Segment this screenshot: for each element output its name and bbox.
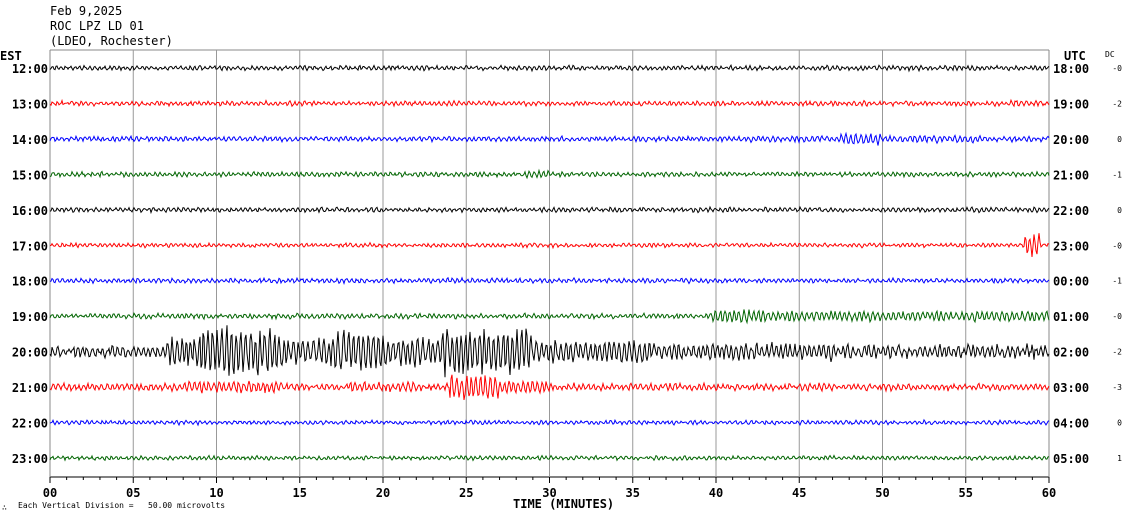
trace-1800 <box>49 276 1050 285</box>
trace-1900 <box>49 309 1050 325</box>
est-time-label: 14:00 <box>12 133 48 147</box>
utc-time-label: 19:00 <box>1053 97 1089 111</box>
dc-offset-value: -0 <box>1112 312 1122 321</box>
dc-offset-value: -3 <box>1112 383 1122 392</box>
x-tick-label: 35 <box>626 486 640 500</box>
dc-offset-value: -1 <box>1112 277 1122 286</box>
x-axis-title: TIME (MINUTES) <box>513 497 614 511</box>
est-time-label: 18:00 <box>12 275 48 289</box>
utc-time-label: 00:00 <box>1053 275 1089 289</box>
x-tick-label: 10 <box>209 486 223 500</box>
station-label: ROC LPZ LD 01 <box>50 19 144 33</box>
dc-offset-value: -0 <box>1112 241 1122 250</box>
date-label: Feb 9,2025 <box>50 4 123 18</box>
est-axis-label: EST <box>0 49 22 63</box>
dc-offset-value: 1 <box>1117 454 1122 463</box>
dc-offset-value: -1 <box>1112 170 1122 179</box>
est-time-label: 16:00 <box>12 204 48 218</box>
network-label: (LDEO, Rochester) <box>50 34 173 48</box>
trace-1400 <box>49 131 1050 146</box>
utc-time-label: 01:00 <box>1053 310 1089 324</box>
est-time-label: 22:00 <box>12 417 48 431</box>
x-tick-label: 60 <box>1042 486 1056 500</box>
dc-offset-value: -0 <box>1112 64 1122 73</box>
trace-1700 <box>49 233 1050 258</box>
est-time-label: 23:00 <box>12 452 48 466</box>
utc-time-label: 23:00 <box>1053 239 1089 253</box>
est-time-label: 21:00 <box>12 381 48 395</box>
utc-time-label: 02:00 <box>1053 346 1089 360</box>
est-time-label: 20:00 <box>12 346 48 360</box>
trace-2300 <box>49 454 1050 462</box>
x-tick-label: 45 <box>792 486 806 500</box>
utc-time-label: 22:00 <box>1053 204 1089 218</box>
dc-offset-value: 0 <box>1117 135 1122 144</box>
utc-time-label: 05:00 <box>1053 452 1089 466</box>
dc-offset-value: 0 <box>1117 206 1122 215</box>
scale-note: Each Vertical Division = 50.00 microvolt… <box>18 501 225 510</box>
x-tick-label: 15 <box>293 486 307 500</box>
utc-axis-label: UTC <box>1064 49 1086 63</box>
est-time-label: 12:00 <box>12 62 48 76</box>
est-time-label: 13:00 <box>12 97 48 111</box>
utc-time-label: 20:00 <box>1053 133 1089 147</box>
x-tick-label: 25 <box>459 486 473 500</box>
trace-1600 <box>49 205 1050 215</box>
x-tick-label: 50 <box>875 486 889 500</box>
x-tick-label: 00 <box>43 486 57 500</box>
x-tick-label: 05 <box>126 486 140 500</box>
utc-time-label: 03:00 <box>1053 381 1089 395</box>
dc-label: DC <box>1105 50 1115 59</box>
trace-1500 <box>49 168 1050 180</box>
trace-2200 <box>49 418 1050 427</box>
trace-2000 <box>49 325 1050 378</box>
trace-1200 <box>49 64 1050 73</box>
x-tick-label: 40 <box>709 486 723 500</box>
dc-offset-value: -2 <box>1112 99 1122 108</box>
trace-2100 <box>49 374 1050 400</box>
dc-offset-value: 0 <box>1117 419 1122 428</box>
x-tick-label: 30 <box>542 486 556 500</box>
x-tick-label: 55 <box>959 486 973 500</box>
utc-time-label: 21:00 <box>1053 168 1089 182</box>
corner-mark: ∴ <box>2 503 7 512</box>
trace-1300 <box>49 98 1050 108</box>
utc-time-label: 18:00 <box>1053 62 1089 76</box>
est-time-label: 17:00 <box>12 239 48 253</box>
dc-offset-value: -2 <box>1112 348 1122 357</box>
est-time-label: 19:00 <box>12 310 48 324</box>
est-time-label: 15:00 <box>12 168 48 182</box>
x-tick-label: 20 <box>376 486 390 500</box>
utc-time-label: 04:00 <box>1053 417 1089 431</box>
